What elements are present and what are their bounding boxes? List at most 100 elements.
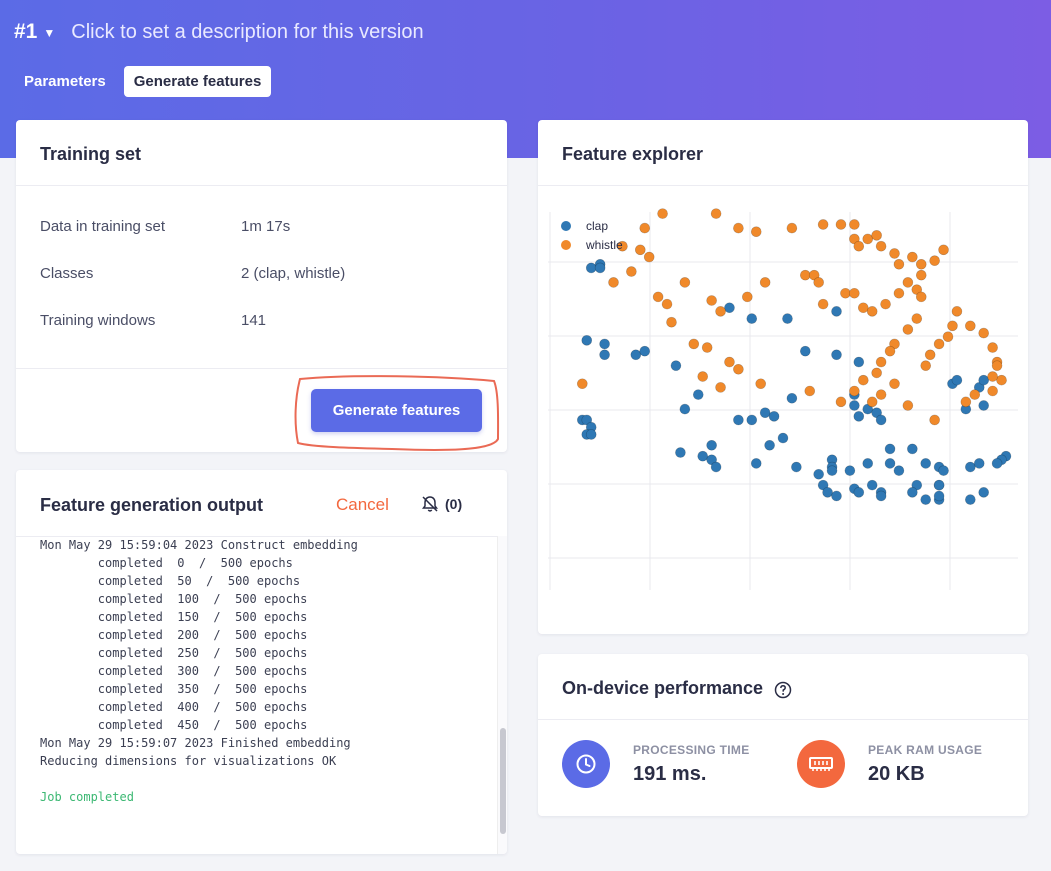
scatter-point-clap[interactable] — [777, 432, 789, 444]
scatter-point-whistle[interactable] — [817, 298, 829, 310]
scatter-point-whistle[interactable] — [701, 342, 713, 353]
generate-features-button[interactable]: Generate features — [311, 389, 482, 432]
chevron-down-icon[interactable]: ▼ — [43, 26, 56, 40]
scatter-point-whistle[interactable] — [626, 266, 637, 277]
scatter-point-whistle[interactable] — [978, 327, 990, 339]
scatter-point-whistle[interactable] — [857, 302, 869, 314]
scatter-point-whistle[interactable] — [715, 382, 726, 393]
scatter-point-whistle[interactable] — [889, 248, 900, 259]
scatter-point-clap[interactable] — [759, 407, 771, 419]
scatter-point-clap[interactable] — [844, 465, 856, 476]
version-description[interactable]: Click to set a description for this vers… — [71, 20, 424, 43]
scatter-point-clap[interactable] — [585, 429, 597, 440]
scatter-point-whistle[interactable] — [639, 222, 651, 234]
scatter-point-clap[interactable] — [786, 392, 798, 404]
scatter-point-clap[interactable] — [866, 479, 878, 491]
legend-marker-whistle[interactable] — [561, 240, 571, 250]
scatter-point-clap[interactable] — [791, 461, 802, 473]
scatter-point-clap[interactable] — [724, 302, 735, 314]
scatter-point-whistle[interactable] — [871, 230, 882, 241]
scatter-point-whistle[interactable] — [987, 385, 998, 397]
scatter-point-whistle[interactable] — [608, 277, 619, 288]
scatter-point-whistle[interactable] — [933, 338, 945, 350]
scatter-point-whistle[interactable] — [866, 396, 878, 408]
scatter-point-clap[interactable] — [920, 494, 932, 505]
scatter-point-whistle[interactable] — [960, 396, 972, 408]
scatter-point-clap[interactable] — [831, 490, 842, 502]
scatter-point-whistle[interactable] — [849, 385, 860, 397]
scatter-point-whistle[interactable] — [902, 400, 914, 411]
scatter-point-whistle[interactable] — [880, 298, 891, 310]
scatter-point-clap[interactable] — [853, 411, 865, 422]
scatter-point-clap[interactable] — [875, 490, 887, 502]
scatter-point-whistle[interactable] — [733, 222, 744, 234]
scatter-point-clap[interactable] — [853, 487, 865, 498]
scatter-point-clap[interactable] — [875, 414, 887, 426]
scatter-point-whistle[interactable] — [947, 320, 958, 332]
scatter-point-clap[interactable] — [849, 400, 860, 411]
scatter-point-clap[interactable] — [951, 374, 963, 386]
scrollbar-thumb[interactable] — [500, 728, 506, 834]
scatter-point-whistle[interactable] — [853, 240, 865, 252]
scatter-point-clap[interactable] — [831, 306, 842, 317]
scatter-point-whistle[interactable] — [857, 374, 869, 386]
scatter-point-whistle[interactable] — [835, 396, 847, 408]
scatter-point-clap[interactable] — [599, 349, 610, 361]
scatter-point-whistle[interactable] — [929, 414, 940, 426]
feature-scatter-plot[interactable]: clap whistle — [548, 186, 1018, 626]
scatter-point-whistle[interactable] — [942, 331, 954, 342]
scatter-point-clap[interactable] — [799, 345, 811, 357]
scatter-point-whistle[interactable] — [835, 219, 847, 230]
scatter-point-whistle[interactable] — [862, 233, 874, 245]
scatter-point-whistle[interactable] — [840, 287, 851, 299]
scatter-point-whistle[interactable] — [715, 306, 726, 317]
scatter-point-whistle[interactable] — [849, 219, 860, 230]
scatter-point-whistle[interactable] — [987, 342, 998, 353]
scatter-point-whistle[interactable] — [893, 259, 905, 270]
scatter-point-whistle[interactable] — [724, 356, 735, 368]
notifications-toggle[interactable]: (0) — [420, 495, 462, 513]
scatter-point-whistle[interactable] — [911, 313, 923, 324]
scatter-point-whistle[interactable] — [915, 269, 927, 281]
scatter-point-whistle[interactable] — [813, 277, 824, 288]
scatter-point-clap[interactable] — [862, 458, 874, 469]
scatter-point-whistle[interactable] — [915, 291, 927, 303]
scatter-point-whistle[interactable] — [875, 389, 887, 400]
scatter-point-clap[interactable] — [933, 490, 945, 502]
scatter-point-whistle[interactable] — [710, 208, 722, 219]
scatter-point-whistle[interactable] — [884, 345, 896, 357]
scatter-point-clap[interactable] — [733, 414, 744, 426]
scatter-point-whistle[interactable] — [987, 371, 998, 382]
scatter-point-clap[interactable] — [978, 400, 990, 411]
scatter-point-clap[interactable] — [965, 494, 976, 505]
scatter-point-clap[interactable] — [670, 360, 682, 371]
scatter-point-whistle[interactable] — [996, 374, 1007, 386]
scatter-point-whistle[interactable] — [965, 320, 976, 332]
scatter-point-whistle[interactable] — [661, 298, 673, 310]
version-number[interactable]: #1 — [14, 20, 38, 43]
log-scrollbar[interactable] — [497, 536, 507, 854]
scatter-point-clap[interactable] — [710, 461, 722, 473]
scatter-point-whistle[interactable] — [742, 291, 753, 303]
scatter-point-whistle[interactable] — [759, 277, 771, 288]
scatter-point-clap[interactable] — [973, 458, 985, 469]
scatter-point-whistle[interactable] — [688, 338, 700, 350]
scatter-point-whistle[interactable] — [799, 269, 811, 281]
scatter-point-whistle[interactable] — [875, 356, 887, 368]
scatter-point-whistle[interactable] — [969, 389, 981, 400]
scatter-point-whistle[interactable] — [706, 295, 717, 306]
scatter-point-whistle[interactable] — [902, 277, 914, 288]
scatter-point-clap[interactable] — [853, 356, 865, 368]
scatter-point-clap[interactable] — [831, 349, 842, 361]
scatter-point-clap[interactable] — [920, 458, 932, 469]
scatter-point-clap[interactable] — [938, 465, 949, 476]
scatter-point-whistle[interactable] — [755, 378, 766, 390]
scatter-point-whistle[interactable] — [907, 251, 918, 263]
legend-label-clap[interactable]: clap — [586, 219, 608, 233]
help-icon[interactable] — [774, 681, 792, 699]
scatter-point-clap[interactable] — [746, 313, 758, 324]
scatter-point-whistle[interactable] — [938, 244, 949, 256]
scatter-point-clap[interactable] — [826, 465, 838, 476]
legend-label-whistle[interactable]: whistle — [585, 238, 623, 252]
tab-generate-features[interactable]: Generate features — [123, 66, 272, 97]
